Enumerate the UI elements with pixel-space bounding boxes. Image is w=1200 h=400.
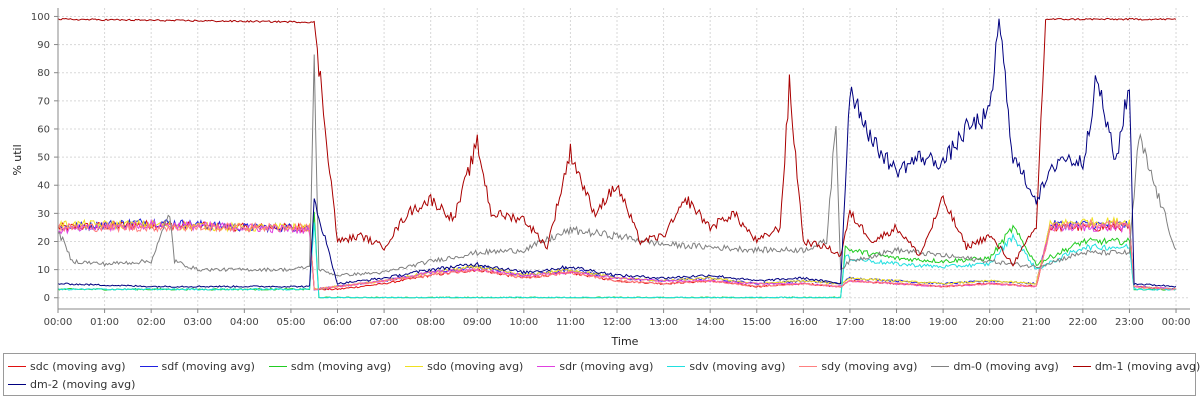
y-tick-label: 70 <box>37 96 50 107</box>
x-tick-label: 13:00 <box>649 317 678 328</box>
legend-item: sdy (moving avg) <box>799 357 917 375</box>
legend-item: sdf (moving avg) <box>139 357 255 375</box>
x-tick-label: 00:00 <box>1162 317 1191 328</box>
legend-label: sdo (moving avg) <box>427 359 524 373</box>
x-axis-title: Time <box>611 335 639 348</box>
x-tick-label: 17:00 <box>836 317 865 328</box>
series-line-dm-0 <box>57 54 1177 277</box>
axes: 0 10 20 30 40 50 60 70 80 90 100 00:00 01:00 02:00 03:… <box>31 8 1191 328</box>
legend-label: sdv (moving avg) <box>689 359 786 373</box>
x-tick-label: 23:00 <box>1115 317 1144 328</box>
y-tick-label: 100 <box>31 12 50 23</box>
legend-item: dm-2 (moving avg) <box>8 375 135 393</box>
legend-label: sdf (moving avg) <box>161 359 255 373</box>
x-tick-label: 19:00 <box>929 317 958 328</box>
legend-label: sdm (moving avg) <box>290 359 392 373</box>
series-line-dm-1 <box>57 17 1177 267</box>
x-tick-label: 16:00 <box>789 317 818 328</box>
x-tick-label: 01:00 <box>90 317 119 328</box>
legend-item: sdo (moving avg) <box>405 357 523 375</box>
y-tick-label: 20 <box>37 237 50 248</box>
chart-area: 0 10 20 30 40 50 60 70 80 90 100 00:00 01:00 02:00 03:… <box>11 8 1191 348</box>
legend-row: sdc (moving avg) sdf (moving avg) sdm (mov… <box>8 357 1200 375</box>
x-tick-label: 04:00 <box>230 317 259 328</box>
series-line-sdc <box>57 219 1177 291</box>
line-chart: 0 10 20 30 40 50 60 70 80 90 100 00:00 01:00 02:00 03:… <box>11 8 1191 348</box>
series-line-sdr <box>57 218 1177 291</box>
x-tick-label: 14:00 <box>696 317 725 328</box>
legend-swatch <box>667 365 686 367</box>
y-tick-label: 50 <box>37 153 50 164</box>
legend-item: dm-1 (moving avg) <box>1072 357 1200 375</box>
y-tick-label: 0 <box>44 293 50 304</box>
legend-swatch <box>931 365 950 367</box>
x-tick-label: 06:00 <box>323 317 352 328</box>
x-tick-label: 21:00 <box>1022 317 1051 328</box>
legend-item: sdm (moving avg) <box>268 357 392 375</box>
legend-label: sdy (moving avg) <box>821 359 918 373</box>
y-tick-label: 40 <box>37 181 50 192</box>
legend-label: dm-2 (moving avg) <box>30 377 136 391</box>
y-tick-label: 10 <box>37 265 50 276</box>
y-tick-label: 80 <box>37 68 50 79</box>
legend-label: sdc (moving avg) <box>30 359 126 373</box>
legend-label: sdr (moving avg) <box>559 359 654 373</box>
legend-swatch <box>405 365 424 367</box>
x-tick-label: 22:00 <box>1068 317 1097 328</box>
legend-item: sdr (moving avg) <box>537 357 653 375</box>
legend-swatch <box>8 383 26 385</box>
legend-item: sdv (moving avg) <box>667 357 785 375</box>
x-tick-label: 11:00 <box>556 317 585 328</box>
legend-swatch <box>799 365 818 367</box>
x-tick-label: 15:00 <box>742 317 771 328</box>
series-line-sdy <box>57 218 1177 291</box>
series-line-sdv <box>57 222 1177 299</box>
legend-item: dm-0 (moving avg) <box>931 357 1059 375</box>
legend-label: dm-0 (moving avg) <box>953 359 1059 373</box>
y-tick-label: 60 <box>37 124 50 135</box>
x-tick-label: 12:00 <box>603 317 632 328</box>
legend-item: sdc (moving avg) <box>8 357 126 375</box>
legend-swatch <box>8 365 26 367</box>
x-tick-label: 09:00 <box>463 317 492 328</box>
legend-swatch <box>139 365 158 367</box>
y-axis-title: % util <box>11 144 24 175</box>
x-tick-label: 03:00 <box>183 317 212 328</box>
x-tick-label: 02:00 <box>137 317 166 328</box>
series-line-dm-2 <box>57 18 1177 288</box>
series-layer <box>57 17 1177 299</box>
x-tick-label: 05:00 <box>277 317 306 328</box>
x-tick-label: 10:00 <box>509 317 538 328</box>
legend-swatch <box>1072 365 1091 367</box>
plot-background <box>58 8 1190 309</box>
x-tick-label: 20:00 <box>975 317 1004 328</box>
x-tick-label: 18:00 <box>882 317 911 328</box>
legend-row: dm-2 (moving avg) <box>8 375 149 393</box>
legend: sdc (moving avg) sdf (moving avg) sdm (mov… <box>3 353 1200 396</box>
y-tick-label: 90 <box>37 40 50 51</box>
legend-swatch <box>537 365 556 367</box>
legend-swatch <box>268 365 287 367</box>
x-tick-label: 07:00 <box>370 317 399 328</box>
x-tick-label: 08:00 <box>416 317 445 328</box>
grid <box>57 8 1190 309</box>
y-tick-label: 30 <box>37 209 50 220</box>
x-tick-label: 00:00 <box>44 317 73 328</box>
legend-label: dm-1 (moving avg) <box>1094 359 1200 373</box>
